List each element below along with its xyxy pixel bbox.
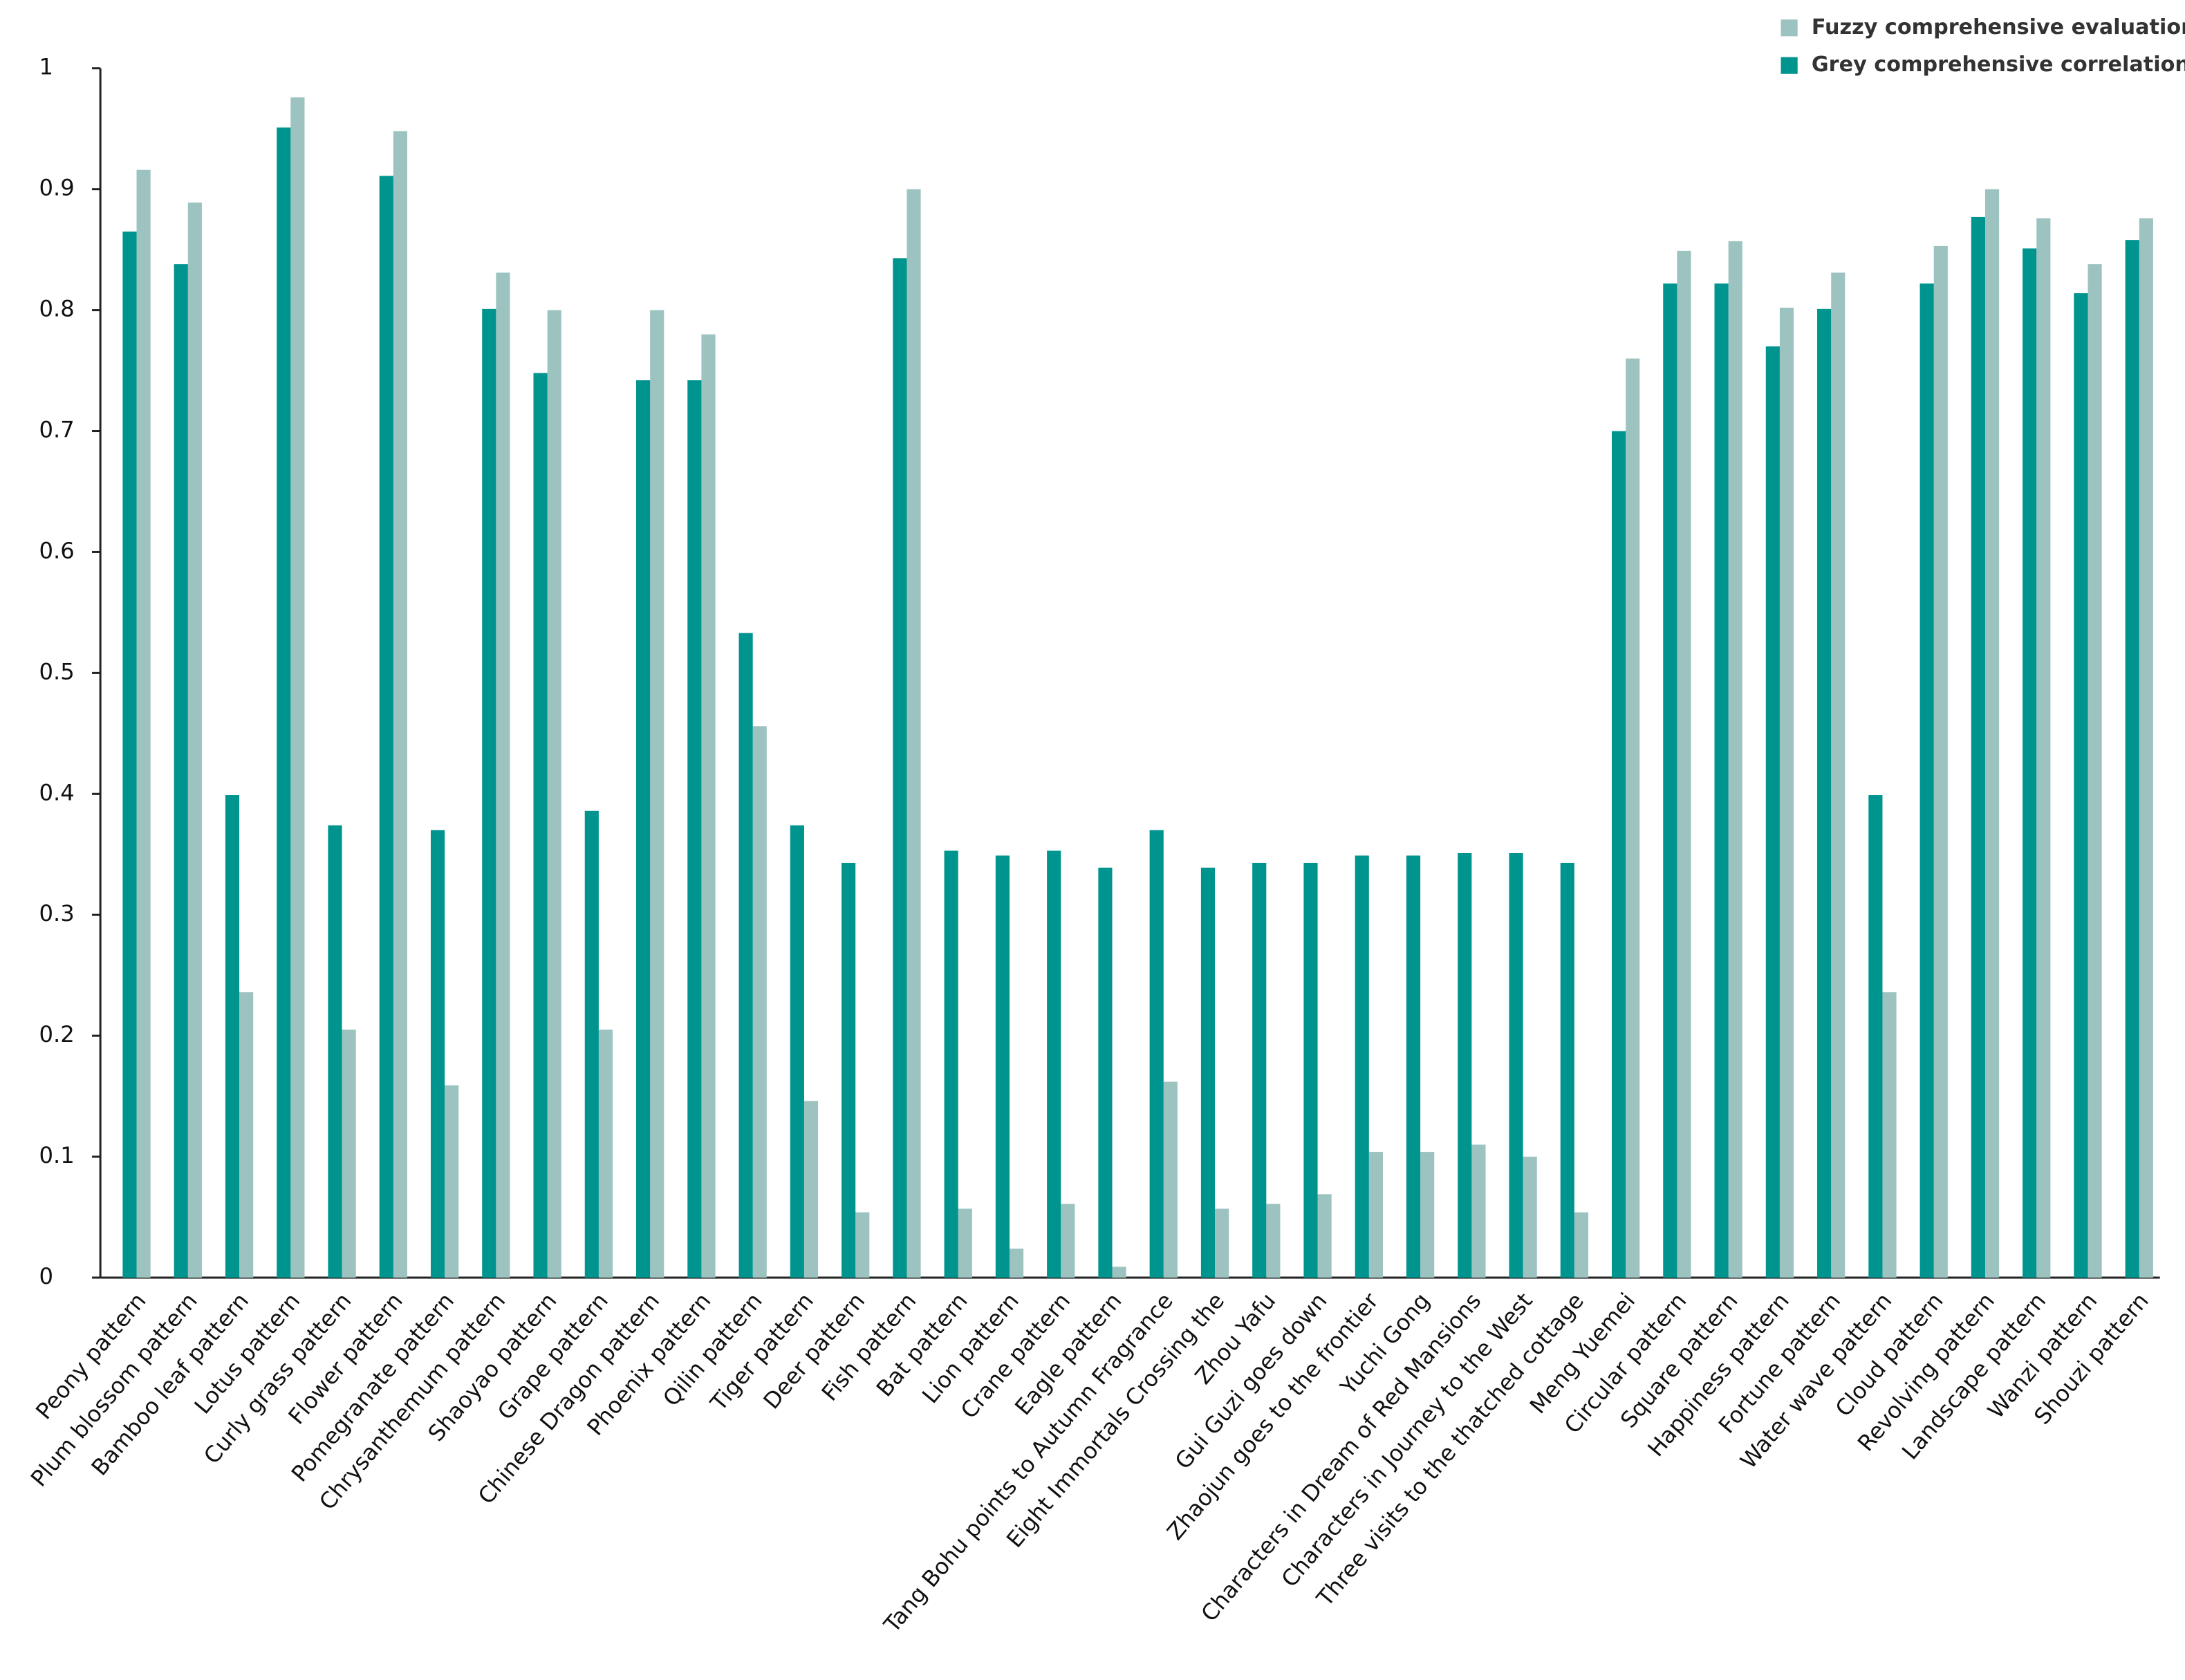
bar <box>598 1029 613 1278</box>
bar <box>2023 248 2037 1278</box>
bar <box>893 258 907 1278</box>
bar <box>1061 1204 1075 1278</box>
bar <box>1882 992 1897 1278</box>
bar <box>1560 863 1574 1278</box>
bar <box>533 373 548 1278</box>
bar <box>342 1029 356 1278</box>
bar <box>1149 830 1164 1278</box>
bar <box>482 308 496 1278</box>
bar <box>1714 283 1729 1278</box>
bar <box>225 795 240 1278</box>
y-tick-label: 0.9 <box>39 175 74 201</box>
bar <box>738 633 753 1278</box>
bar <box>187 202 202 1278</box>
bar <box>995 855 1010 1278</box>
bar <box>1420 1152 1435 1278</box>
y-tick-label: 1 <box>39 54 53 80</box>
bar <box>1163 1081 1178 1278</box>
bar <box>290 97 305 1278</box>
bar <box>687 380 702 1278</box>
bar <box>1971 216 1985 1278</box>
bar <box>2036 218 2051 1278</box>
bar <box>1677 250 1691 1278</box>
y-tick-label: 0.7 <box>39 417 74 443</box>
bar <box>547 310 561 1278</box>
bar <box>1317 1194 1332 1278</box>
bar <box>1509 853 1523 1278</box>
bar <box>1009 1249 1024 1278</box>
bar <box>842 863 856 1278</box>
bar <box>2125 240 2139 1278</box>
bar <box>1765 346 1780 1278</box>
y-tick-label: 0.4 <box>39 779 74 805</box>
bar <box>752 726 767 1278</box>
bar <box>1215 1208 1229 1278</box>
bar <box>1817 308 1832 1278</box>
legend-swatch <box>1780 57 1798 74</box>
y-tick-label: 0.3 <box>39 900 74 926</box>
bar <box>1368 1152 1383 1278</box>
bar <box>1471 1144 1486 1278</box>
bar <box>2088 264 2102 1278</box>
bar <box>855 1212 870 1278</box>
bar <box>1919 283 1934 1278</box>
bar <box>790 825 804 1278</box>
bar <box>1933 245 1948 1278</box>
bar <box>650 310 664 1278</box>
bar <box>636 380 651 1278</box>
bar <box>906 189 921 1278</box>
bar <box>701 334 716 1278</box>
bar <box>445 1085 459 1278</box>
legend-label: Fuzzy comprehensive evaluation <box>1812 15 2185 39</box>
bar <box>1611 431 1626 1278</box>
bar <box>1252 863 1267 1278</box>
bar <box>1663 283 1677 1278</box>
bar <box>1831 272 1845 1278</box>
bar <box>393 131 407 1278</box>
bar <box>1112 1267 1126 1278</box>
bar <box>1458 853 1472 1278</box>
bar <box>1266 1204 1281 1278</box>
y-tick-label: 0 <box>39 1263 53 1289</box>
y-tick-label: 0.5 <box>39 658 74 684</box>
bar <box>136 169 151 1278</box>
y-tick-label: 0.8 <box>39 296 74 322</box>
bar <box>430 830 445 1278</box>
legend-label: Grey comprehensive correlation <box>1812 53 2185 77</box>
bar <box>122 231 137 1278</box>
bar <box>239 992 254 1278</box>
bar <box>1047 850 1061 1278</box>
bar <box>1200 867 1216 1278</box>
bar <box>379 176 393 1278</box>
bar <box>1728 241 1742 1278</box>
legend-swatch <box>1780 19 1798 37</box>
bar <box>803 1101 819 1278</box>
bar <box>1984 189 2000 1278</box>
bar <box>958 1208 972 1278</box>
bar <box>1779 308 1794 1278</box>
y-tick-label: 0.6 <box>39 537 74 563</box>
bar <box>944 850 958 1278</box>
bar <box>1574 1212 1589 1278</box>
bar <box>1406 855 1421 1278</box>
bar <box>2074 293 2088 1278</box>
y-tick-label: 0.2 <box>39 1021 74 1047</box>
y-tick-label: 0.1 <box>39 1142 74 1168</box>
bar <box>174 264 188 1278</box>
bar <box>277 127 291 1278</box>
bar <box>1868 795 1883 1278</box>
bar <box>1098 867 1113 1278</box>
bar <box>328 825 342 1278</box>
bar <box>2139 218 2153 1278</box>
bar <box>1626 358 1640 1278</box>
bar <box>1303 863 1318 1278</box>
bar <box>496 272 510 1278</box>
bar <box>1355 855 1369 1278</box>
bar <box>584 810 599 1278</box>
bar <box>1523 1157 1537 1278</box>
